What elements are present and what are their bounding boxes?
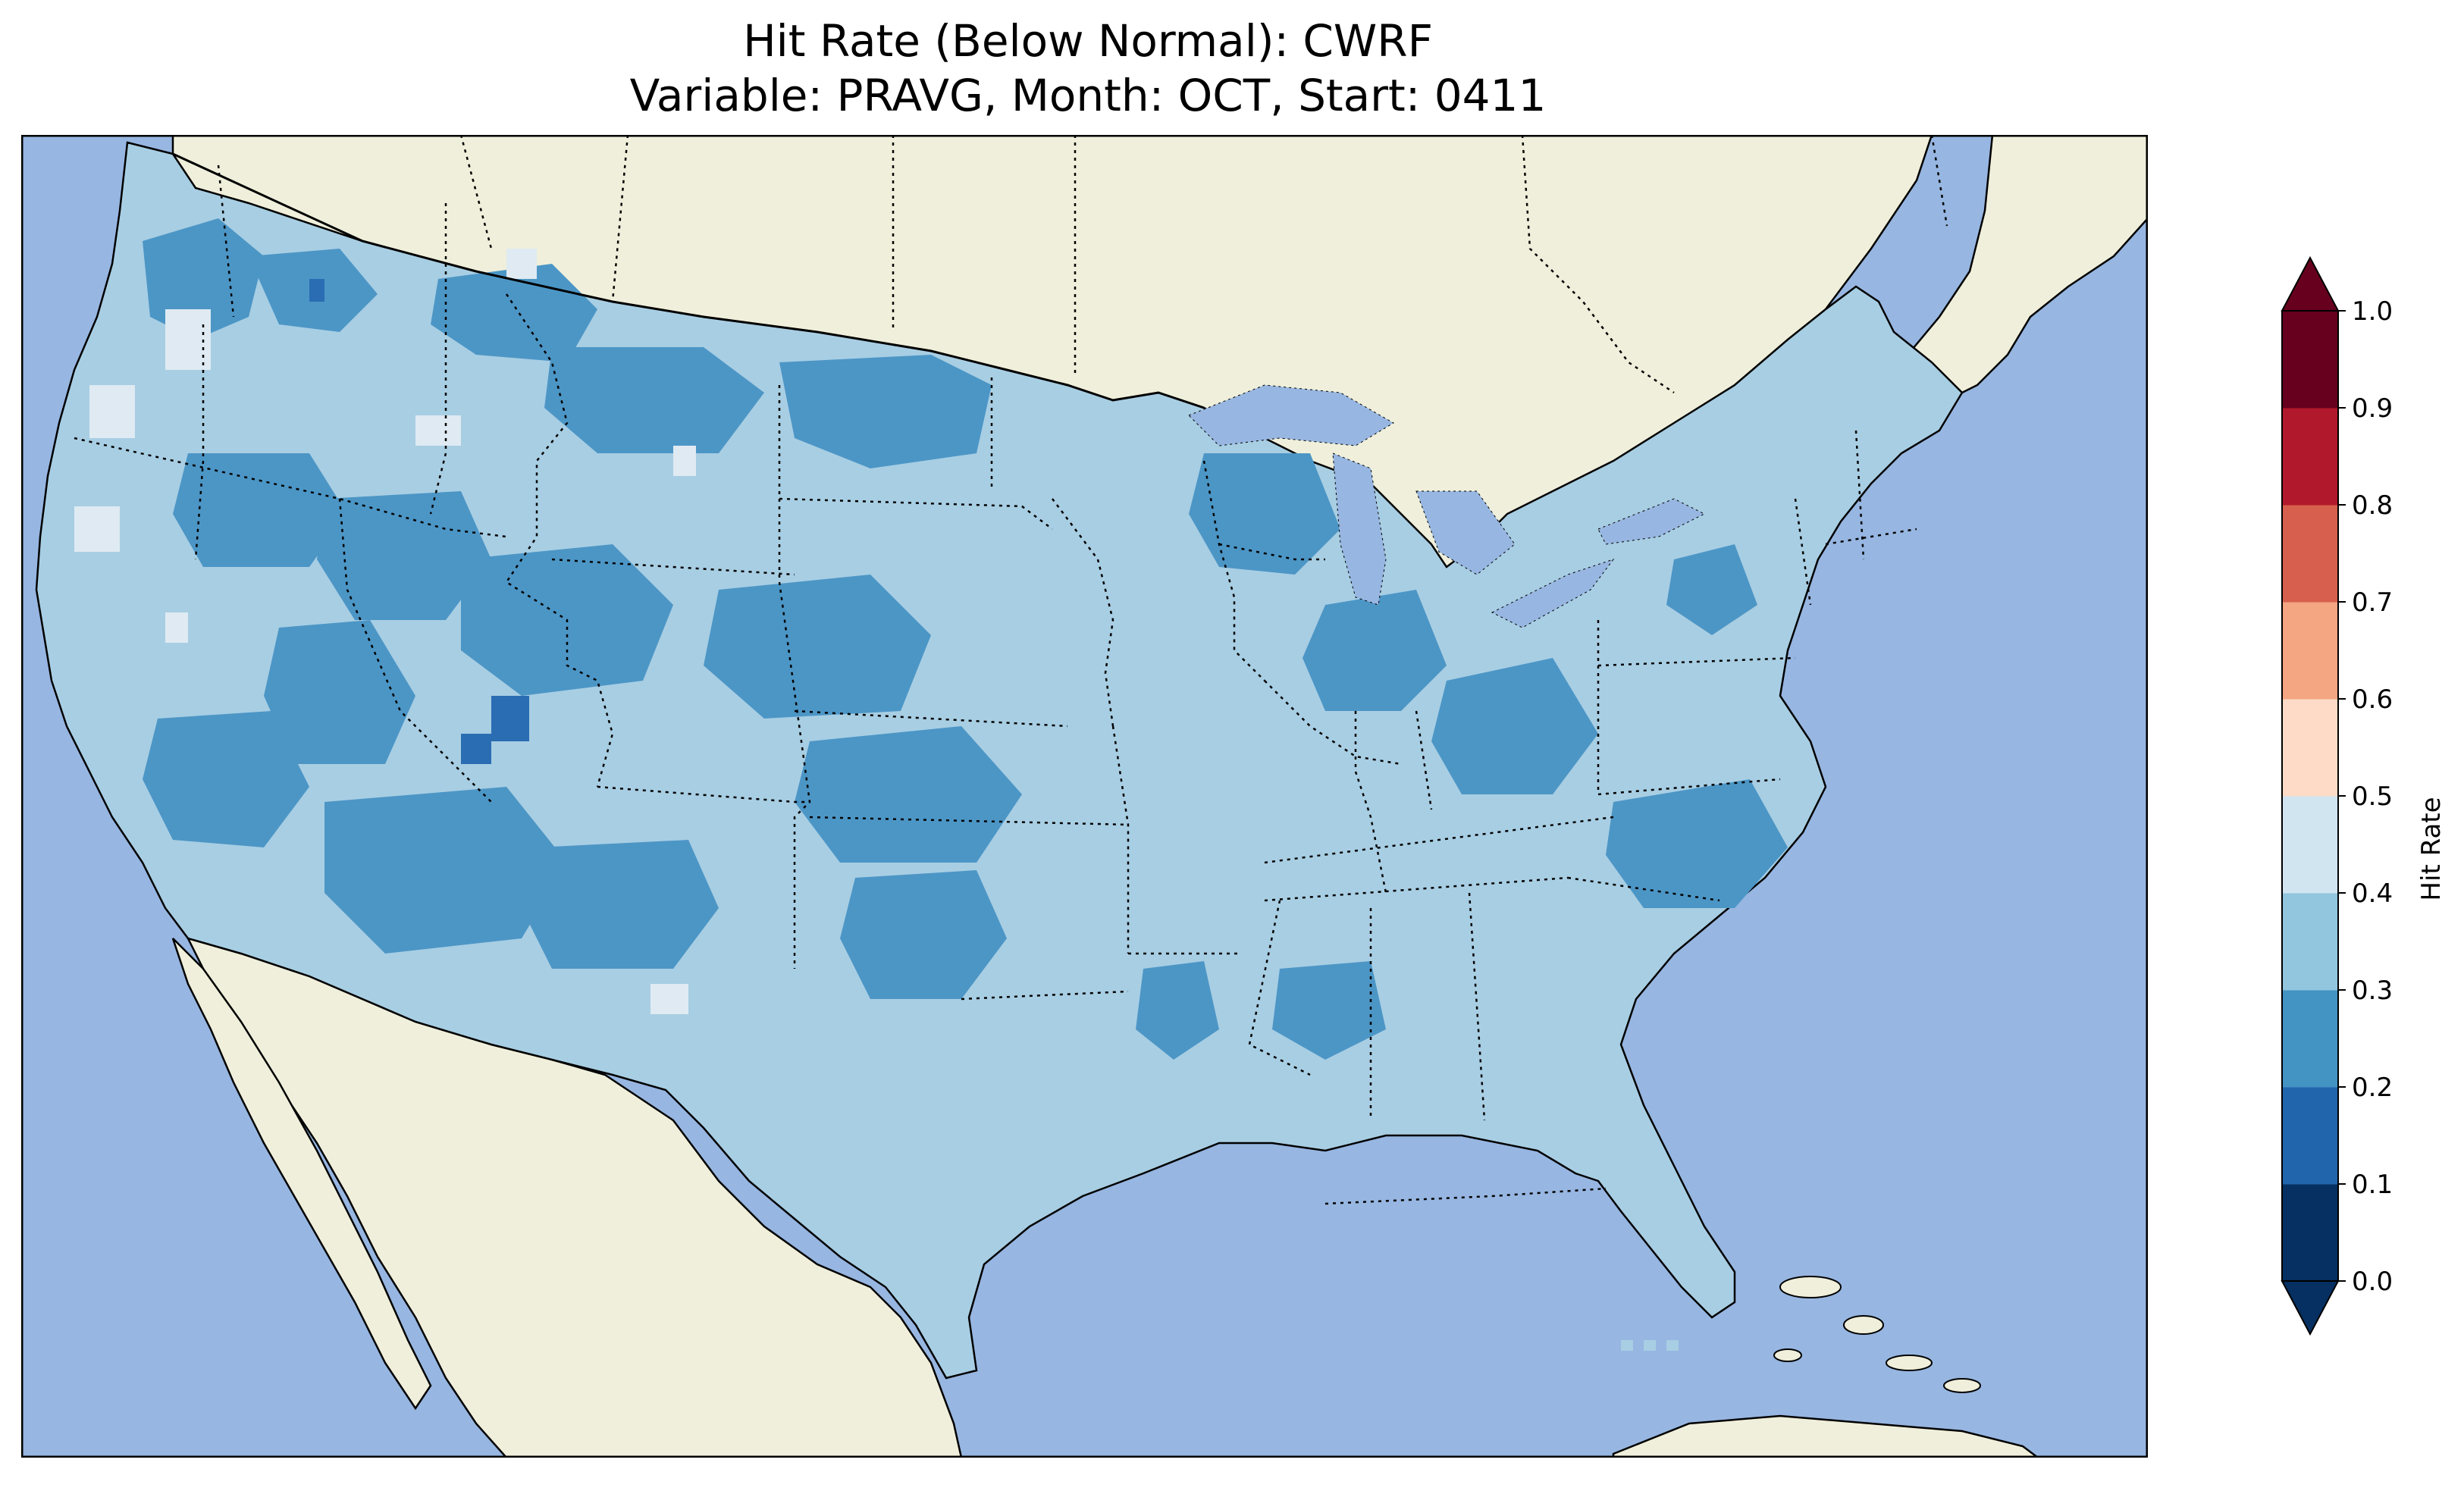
state-borders [74, 164, 1917, 1205]
title-line-2: Variable: PRAVG, Month: OCT, Start: 0411 [629, 70, 1547, 121]
baja-land [171, 938, 432, 1411]
colorbar-bin [2282, 1184, 2338, 1282]
colorbar-label: Hit Rate [2416, 797, 2447, 900]
colorbar-tick-label: 0.1 [2352, 1170, 2393, 1200]
colorbar-tick-label: 0.2 [2352, 1073, 2393, 1103]
colorbar-ticks: 0.0 0.1 0.2 0.3 0.4 0.5 0.6 0.7 0.8 0.9 1.0 [2338, 296, 2393, 1297]
colorbar: 0.0 0.1 0.2 0.3 0.4 0.5 0.6 0.7 0.8 0.9 1.0 Hit Ra… [2281, 255, 2447, 1336]
colorbar-bin [2282, 505, 2338, 603]
colorbar-bin [2282, 408, 2338, 506]
colorbar-extend-min [2281, 1280, 2340, 1336]
bin-0-1-0-2-regions [309, 279, 529, 764]
colorbar-tick-label: 0.7 [2352, 587, 2393, 618]
bahamas-islands [1773, 1276, 1981, 1393]
colorbar-tick-label: 0.5 [2352, 781, 2393, 812]
bin-0-4-0-5-regions [74, 249, 696, 1014]
great-lakes [1188, 384, 1706, 628]
map-frame [21, 135, 2148, 1458]
colorbar-bin [2282, 893, 2338, 991]
colorbar-bins [2282, 311, 2338, 1282]
colorbar-bin [2282, 311, 2338, 409]
colorbar-extend-max [2281, 255, 2340, 312]
colorbar-bin [2282, 602, 2338, 700]
canada-province-borders [459, 135, 1948, 394]
map-panel [21, 135, 2148, 1458]
title-line-1: Hit Rate (Below Normal): CWRF [743, 15, 1433, 67]
colorbar-tick-label: 0.9 [2352, 393, 2393, 424]
colorbar-bin [2282, 796, 2338, 894]
florida-keys-cells [1621, 1340, 1679, 1351]
colorbar-tick-label: 1.0 [2352, 296, 2393, 327]
colorbar-tick-label: 0.8 [2352, 490, 2393, 521]
cuba-land [1612, 1414, 2040, 1458]
colorbar-bin [2282, 990, 2338, 1088]
colorbar-tick-label: 0.6 [2352, 684, 2393, 715]
colorbar-tick-label: 0.4 [2352, 879, 2393, 909]
colorbar-bin [2282, 699, 2338, 797]
colorbar-bin [2282, 1087, 2338, 1185]
us-canada-border [172, 152, 1205, 409]
colorbar-tick-label: 0.0 [2352, 1267, 2393, 1297]
colorbar-tick-label: 0.3 [2352, 976, 2393, 1006]
